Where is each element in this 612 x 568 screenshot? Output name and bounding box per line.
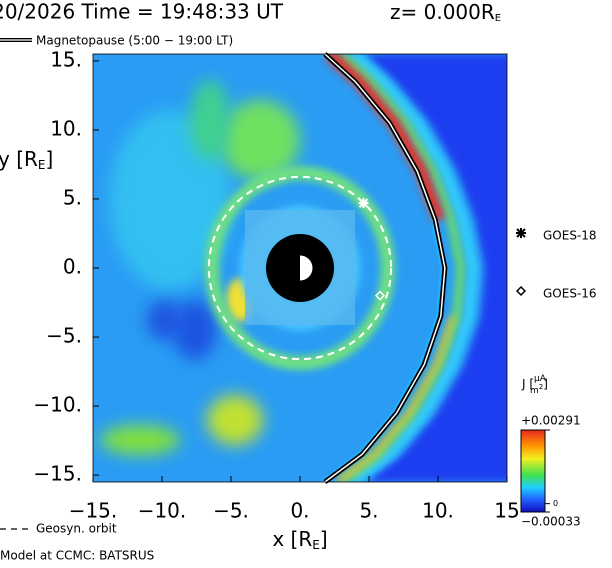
- x-tick-label: 15: [494, 499, 519, 523]
- cb-close: ]: [543, 377, 548, 391]
- y-tick-label: 0.: [63, 255, 82, 279]
- field-image: [93, 54, 507, 482]
- magnetopause: [324, 53, 446, 483]
- z-label-sub: E: [495, 13, 501, 24]
- cb-den-sup: 2: [539, 383, 543, 391]
- field-band: [335, 315, 456, 482]
- footer: Model at CCMC: BATSRUS: [0, 549, 154, 563]
- cb-den: m: [530, 386, 539, 396]
- y-label-sub: E: [38, 158, 46, 172]
- satellite-marker: [516, 228, 526, 238]
- z-label-text: z= 0.000R: [390, 0, 495, 24]
- field-band: [324, 54, 445, 222]
- legend-satellite: GOES-16: [543, 287, 597, 301]
- x-label-close: ]: [320, 527, 328, 551]
- legend-satellite: GOES-18: [543, 229, 597, 243]
- x-tick-label: −5.: [213, 499, 249, 523]
- x-tick-label: 5.: [359, 499, 378, 523]
- y-tick-label: 15.: [50, 47, 82, 71]
- field-band: [364, 54, 507, 482]
- x-tick-label: −10.: [138, 499, 187, 523]
- geosyn-orbit: [207, 175, 393, 361]
- y-tick-label: −5.: [46, 324, 82, 348]
- cb-num: μA: [534, 374, 547, 384]
- x-label-sub: E: [312, 538, 320, 552]
- satellite-marker: [374, 290, 386, 301]
- z-label: z= 0.000RE: [390, 0, 501, 24]
- legend-magnetopause: Magnetopause (5:00 − 19:00 LT): [36, 34, 233, 48]
- x-label-text: x [R: [272, 527, 312, 551]
- y-tick-label: 5.: [63, 185, 82, 209]
- cb-title: J [: [521, 377, 534, 391]
- colorbar-title: J [μA m2]: [521, 374, 548, 396]
- satellite-marker: [358, 198, 369, 209]
- title: 06/20/2026 Time = 19:48:33 UT: [0, 0, 284, 24]
- colorbar: [520, 429, 546, 513]
- legend-geosyn: Geosyn. orbit: [36, 522, 117, 536]
- field-band: [349, 54, 478, 482]
- colorbar-label: +0.00291: [521, 414, 581, 428]
- colorbar-label: 0: [553, 499, 558, 508]
- satellite-marker: [515, 285, 527, 297]
- x-tick-label: −15.: [69, 499, 118, 523]
- y-label-close: ]: [46, 147, 54, 171]
- field-band: [338, 54, 465, 482]
- y-label-text: y [R: [0, 147, 38, 171]
- y-tick-label: 10.: [50, 116, 82, 140]
- x-tick-label: 0.: [290, 499, 309, 523]
- x-axis-label: x [RE]: [272, 527, 327, 552]
- y-axis-label: y [RE]: [0, 147, 53, 172]
- colorbar-label: −0.00033: [521, 515, 581, 529]
- x-tick-label: 10.: [422, 499, 454, 523]
- y-tick-label: −15.: [33, 462, 82, 486]
- earth-night: [287, 255, 300, 281]
- y-tick-label: −10.: [33, 393, 82, 417]
